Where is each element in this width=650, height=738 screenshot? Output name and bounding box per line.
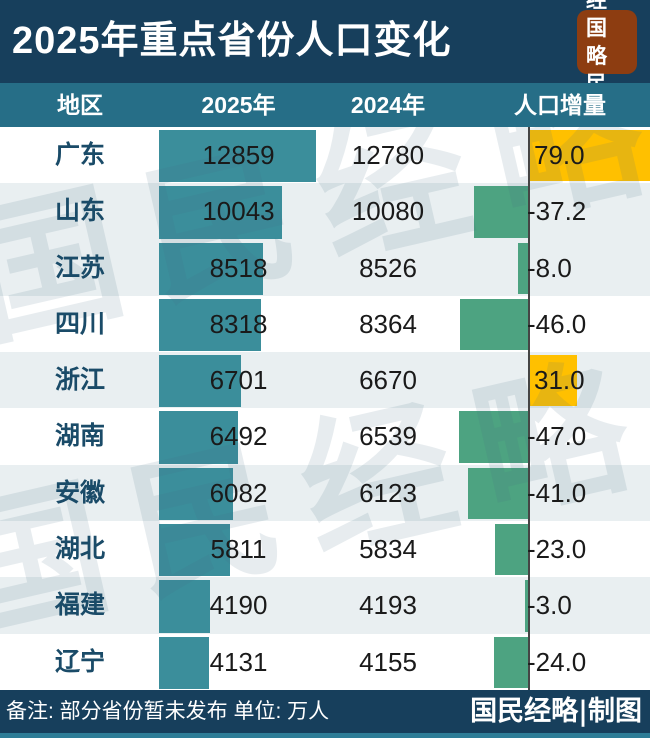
table-row: 江苏 8518 8526 -8.0	[0, 239, 650, 296]
pop-2025-value: 6701	[209, 365, 268, 396]
table-column-header: 地区 2025年 2024年 人口增量	[0, 83, 650, 127]
delta-value: -37.2	[527, 196, 587, 227]
delta-value: -47.0	[527, 421, 587, 452]
province-label: 江苏	[54, 253, 105, 282]
pop-2024-value: 4155	[359, 646, 417, 677]
province-label: 湖南	[54, 422, 105, 451]
delta-zero-axis	[528, 127, 530, 690]
pop-2025-value: 8518	[209, 252, 268, 283]
table-row: 辽宁 4131 4155 -24.0	[0, 633, 650, 690]
province-label: 广东	[54, 141, 105, 169]
delta-value: -3.0	[527, 590, 572, 621]
delta-bar	[467, 467, 530, 520]
table-row: 山东 10043 10080 -37.2	[0, 183, 650, 240]
province-label: 四川	[54, 309, 105, 338]
pop-2025-value: 8318	[209, 308, 268, 339]
delta-bar	[530, 130, 650, 182]
column-header-2024: 2024年	[350, 92, 426, 118]
column-header-region: 地区	[57, 92, 103, 118]
table-row: 湖北 5811 5834 -23.0	[0, 521, 650, 578]
table-row: 安徽 6082 6123 -41.0	[0, 464, 650, 522]
footer-note: 备注: 部分省份暂未发布 单位: 万人	[6, 700, 330, 723]
pop-2025-bar	[159, 186, 282, 239]
pop-2024-value: 6670	[359, 365, 417, 396]
province-label: 湖北	[54, 535, 105, 564]
pop-2025-value: 5811	[210, 534, 267, 565]
pop-2025-bar	[159, 580, 211, 633]
pop-2025-bar	[159, 130, 316, 183]
footer-bar: 备注: 部分省份暂未发布 单位: 万人 国民经略|制图	[0, 690, 650, 733]
pop-2025-bar	[159, 524, 230, 577]
table-body: 国民经略 国民经略 广东 12859 12780 79.0 山东 10043 1…	[0, 127, 650, 690]
delta-value: 31.0	[534, 365, 585, 396]
pop-2024-value: 5834	[359, 534, 417, 565]
pop-2025-bar	[159, 411, 239, 464]
delta-value: -23.0	[527, 534, 587, 565]
pop-2025-value: 4131	[209, 646, 268, 677]
delta-bar	[460, 298, 530, 351]
pop-2025-value: 6492	[209, 421, 268, 452]
pop-2024-value: 6123	[359, 477, 417, 508]
delta-bar	[493, 636, 530, 688]
delta-bar	[530, 355, 578, 407]
pop-2024-value: 8364	[359, 308, 417, 339]
pop-2025-value: 4190	[209, 590, 268, 621]
delta-bar	[495, 524, 530, 576]
column-header-delta: 人口增量	[514, 92, 606, 118]
column-header-2025: 2025年	[201, 92, 276, 118]
table-row: 浙江 6701 6670 31.0	[0, 352, 650, 409]
pop-2024-value: 10080	[351, 196, 425, 227]
page-title: 2025年重点省份人口变化	[12, 20, 452, 62]
table-row: 四川 8318 8364 -46.0	[0, 295, 650, 353]
pop-2025-bar	[159, 242, 263, 295]
province-label: 浙江	[54, 366, 105, 395]
pop-2024-value: 6539	[359, 421, 417, 452]
province-label: 安徽	[54, 478, 105, 507]
pop-2025-value: 12859	[202, 140, 275, 170]
delta-bar	[525, 580, 530, 632]
brand-seal-icon: 经国 略民	[577, 0, 637, 96]
pop-2025-bar	[159, 355, 241, 408]
delta-value: -24.0	[527, 646, 587, 677]
pop-2025-value: 6082	[209, 477, 268, 508]
table-row: 福建 4190 4193 -3.0	[0, 577, 650, 634]
pop-2025-bar	[159, 298, 261, 352]
seal-line-1: 经国	[586, 0, 616, 40]
table-row: 广东 12859 12780 79.0	[0, 127, 650, 184]
delta-value: -41.0	[527, 477, 587, 508]
delta-value: -8.0	[527, 252, 572, 283]
delta-bar	[473, 186, 530, 238]
pop-2025-bar	[159, 636, 210, 689]
footer-credit: 国民经略|制图	[470, 696, 642, 727]
pop-2024-value: 4193	[359, 590, 417, 621]
delta-value: 79.0	[534, 140, 585, 170]
table-row: 湖南 6492 6539 -47.0	[0, 408, 650, 465]
delta-value: -46.0	[527, 308, 587, 339]
pop-2024-value: 8526	[359, 252, 417, 283]
delta-bar	[517, 242, 530, 294]
province-label: 辽宁	[54, 647, 105, 676]
province-label: 福建	[54, 591, 105, 620]
province-label: 山东	[54, 197, 105, 226]
pop-2024-value: 12780	[351, 140, 425, 170]
title-banner: 2025年重点省份人口变化 经国 略民	[0, 0, 650, 96]
pop-2025-bar	[159, 467, 234, 521]
pop-2025-value: 10043	[202, 196, 275, 227]
bottom-accent-strip	[0, 733, 650, 738]
delta-bar	[458, 411, 530, 463]
